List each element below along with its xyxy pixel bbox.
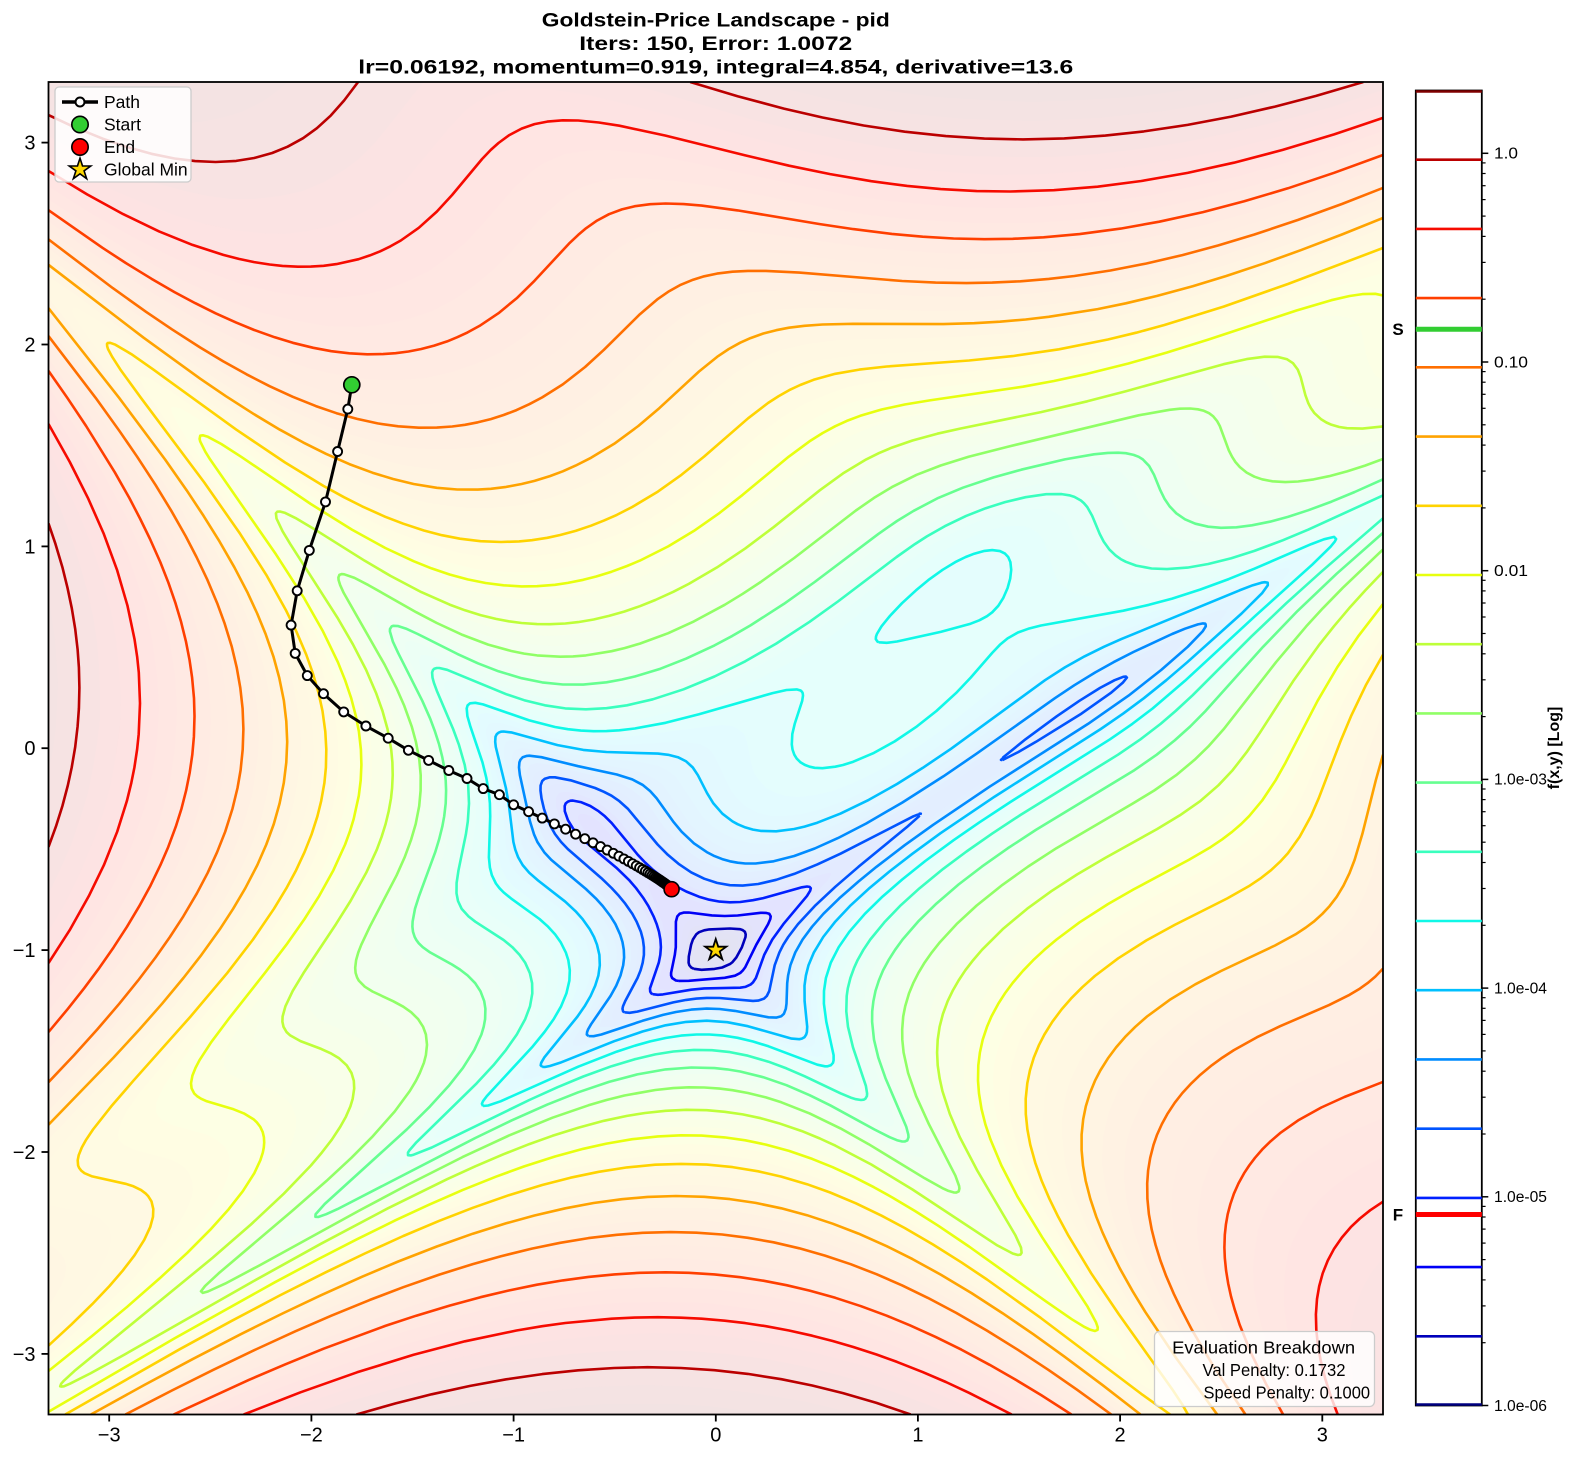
svg-text:f(x,y) [Log]: f(x,y) [Log] — [1546, 707, 1563, 790]
svg-text:2: 2 — [24, 335, 35, 357]
svg-text:Val Penalty: 0.1732: Val Penalty: 0.1732 — [1203, 1360, 1346, 1380]
svg-text:−1: −1 — [13, 940, 36, 962]
svg-text:Path: Path — [104, 92, 140, 112]
svg-text:−3: −3 — [98, 1425, 121, 1447]
svg-text:−2: −2 — [13, 1142, 36, 1164]
svg-text:2: 2 — [1115, 1425, 1126, 1447]
svg-text:S: S — [1392, 320, 1403, 339]
svg-text:1.0: 1.0 — [1494, 146, 1518, 163]
svg-text:1.0e-04: 1.0e-04 — [1494, 980, 1547, 997]
svg-text:1.0e-03: 1.0e-03 — [1494, 772, 1547, 789]
svg-text:0: 0 — [24, 738, 35, 760]
svg-text:1.0e-05: 1.0e-05 — [1494, 1189, 1547, 1206]
svg-text:lr=0.06192, momentum=0.919, in: lr=0.06192, momentum=0.919, integral=4.8… — [358, 57, 1073, 79]
svg-text:3: 3 — [24, 133, 35, 155]
svg-text:End: End — [104, 137, 135, 157]
svg-text:1: 1 — [912, 1425, 923, 1447]
svg-text:Global Min: Global Min — [104, 160, 188, 180]
svg-text:Start: Start — [104, 115, 141, 135]
svg-text:−2: −2 — [300, 1425, 323, 1447]
svg-text:0.01: 0.01 — [1494, 563, 1528, 580]
svg-text:F: F — [1393, 1206, 1403, 1225]
svg-text:0: 0 — [710, 1425, 721, 1447]
svg-text:Evaluation Breakdown: Evaluation Breakdown — [1172, 1338, 1355, 1358]
svg-text:1.0e-06: 1.0e-06 — [1494, 1398, 1547, 1415]
svg-text:Goldstein-Price Landscape - pi: Goldstein-Price Landscape - pid — [542, 10, 890, 32]
svg-text:Speed Penalty: 0.1000: Speed Penalty: 0.1000 — [1204, 1382, 1371, 1402]
svg-text:0.10: 0.10 — [1494, 354, 1528, 371]
svg-text:1: 1 — [24, 536, 35, 558]
svg-text:3: 3 — [1317, 1425, 1328, 1447]
svg-text:−1: −1 — [502, 1425, 525, 1447]
svg-text:Iters: 150, Error: 1.0072: Iters: 150, Error: 1.0072 — [579, 33, 852, 55]
svg-text:−3: −3 — [13, 1344, 36, 1366]
